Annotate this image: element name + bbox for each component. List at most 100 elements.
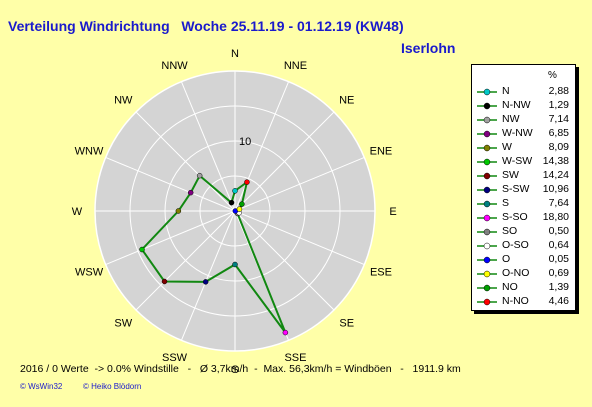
grid-spoke — [234, 210, 335, 311]
legend-value: 7,14 — [548, 113, 569, 125]
direction-label: E — [389, 206, 396, 218]
legend-label: S-SO — [502, 211, 528, 223]
direction-label: SSE — [284, 352, 306, 364]
legend-value: 8,09 — [548, 141, 569, 153]
legend-marker — [477, 88, 497, 96]
direction-label: ENE — [370, 146, 393, 158]
data-point-sw — [161, 278, 168, 285]
credit-software: © WsWin32 — [20, 382, 63, 391]
legend-label: S — [502, 197, 510, 209]
legend-marker — [477, 158, 497, 166]
direction-label: ESE — [370, 266, 392, 278]
data-point-s-so — [282, 329, 289, 336]
legend-value: 1,39 — [548, 281, 569, 293]
data-point-s-sw — [202, 279, 209, 285]
legend-value: 0,64 — [548, 239, 569, 251]
legend-value: 18,80 — [542, 211, 569, 223]
legend-label: N — [502, 85, 510, 97]
legend-row-o: O 0,05 — [472, 253, 575, 267]
legend-value: 0,69 — [548, 267, 569, 279]
legend-label: S-SW — [502, 183, 530, 195]
data-point-w-sw — [139, 246, 145, 253]
direction-label: S — [231, 364, 238, 376]
legend-label: O-NO — [502, 267, 530, 279]
grid-spoke — [105, 210, 236, 266]
legend-value: 6,85 — [548, 127, 569, 139]
legend-value: 0,50 — [548, 225, 569, 237]
legend-marker — [477, 284, 497, 292]
legend-marker — [477, 228, 497, 236]
legend-label: NW — [502, 113, 520, 125]
legend-label: W-SW — [502, 155, 533, 167]
legend-label: O — [502, 253, 511, 265]
legend-row-nw: NW 7,14 — [472, 113, 575, 127]
station-name: Iserlohn — [401, 40, 456, 56]
grid-spoke — [234, 111, 335, 212]
data-point-nw — [196, 172, 203, 179]
direction-label: W — [72, 206, 83, 218]
legend-marker — [477, 186, 497, 194]
ring-label: 10 — [239, 136, 251, 148]
legend-value: 14,38 — [542, 155, 569, 167]
legend-marker — [477, 130, 497, 138]
grid-spoke — [105, 156, 236, 212]
legend-row-w: W 8,09 — [472, 141, 575, 155]
legend-row-o-so: O-SO 0,64 — [472, 239, 575, 253]
direction-label: WSW — [75, 266, 104, 278]
legend-marker — [477, 298, 497, 306]
data-point-n-no — [244, 179, 250, 185]
legend-marker — [477, 270, 497, 278]
footer-stats: 2016 / 0 Werte -> 0.0% Windstille - Ø 3,… — [20, 363, 461, 375]
data-point-w — [175, 208, 182, 214]
legend-marker — [477, 116, 497, 124]
legend-label: SO — [502, 225, 518, 237]
data-point-n-nw — [228, 199, 235, 206]
direction-label: NNE — [284, 60, 307, 72]
legend-row-n-no: N-NO 4,46 — [472, 295, 575, 309]
legend-value: 0,05 — [548, 253, 569, 265]
legend-row-s: S 7,64 — [472, 197, 575, 211]
legend-row-n-nw: N-NW 1,29 — [472, 99, 575, 113]
direction-label: SE — [339, 318, 354, 330]
legend-row-w-nw: W-NW 6,85 — [472, 127, 575, 141]
legend-marker — [477, 214, 497, 222]
grid-spoke — [180, 210, 236, 341]
legend-row-so: SO 0,50 — [472, 225, 575, 239]
grid-spoke — [234, 156, 365, 212]
legend-value: 14,24 — [542, 169, 569, 181]
data-point-o-no — [236, 206, 243, 212]
legend-value: 10,96 — [542, 183, 569, 195]
legend-row-o-no: O-NO 0,69 — [472, 267, 575, 281]
legend-row-w-sw: W-SW 14,38 — [472, 155, 575, 169]
direction-label: SW — [114, 318, 132, 330]
legend-unit: % — [548, 70, 557, 81]
legend-label: NO — [502, 281, 518, 293]
legend-row-s-so: S-SO 18,80 — [472, 211, 575, 225]
grid-spoke — [234, 210, 365, 266]
legend-label: W-NW — [502, 127, 533, 139]
direction-label: NNW — [161, 60, 188, 72]
legend-row-s-sw: S-SW 10,96 — [472, 183, 575, 197]
grid-spoke — [180, 81, 236, 212]
legend-value: 4,46 — [548, 295, 569, 307]
chart-title: Verteilung Windrichtung Woche 25.11.19 -… — [8, 18, 404, 34]
direction-label: NW — [114, 94, 133, 106]
legend-marker — [477, 200, 497, 208]
legend-marker — [477, 256, 497, 264]
legend-label: O-SO — [502, 239, 529, 251]
legend-value: 7,64 — [548, 197, 569, 209]
legend-label: N-NO — [502, 295, 529, 307]
data-point-no — [239, 201, 245, 207]
legend: % N 2,88 N-NW 1,29 NW 7,14 W-NW 6,85 W 8,09 W-SW 14… — [471, 64, 576, 311]
legend-row-no: NO 1,39 — [472, 281, 575, 295]
grid-spoke — [135, 210, 236, 311]
direction-label: NE — [339, 94, 354, 106]
legend-label: W — [502, 141, 512, 153]
legend-label: SW — [502, 169, 519, 181]
data-point-s — [232, 261, 238, 268]
legend-marker — [477, 144, 497, 152]
direction-label: N — [231, 48, 239, 60]
data-point-n — [232, 188, 238, 194]
legend-marker — [477, 102, 497, 110]
